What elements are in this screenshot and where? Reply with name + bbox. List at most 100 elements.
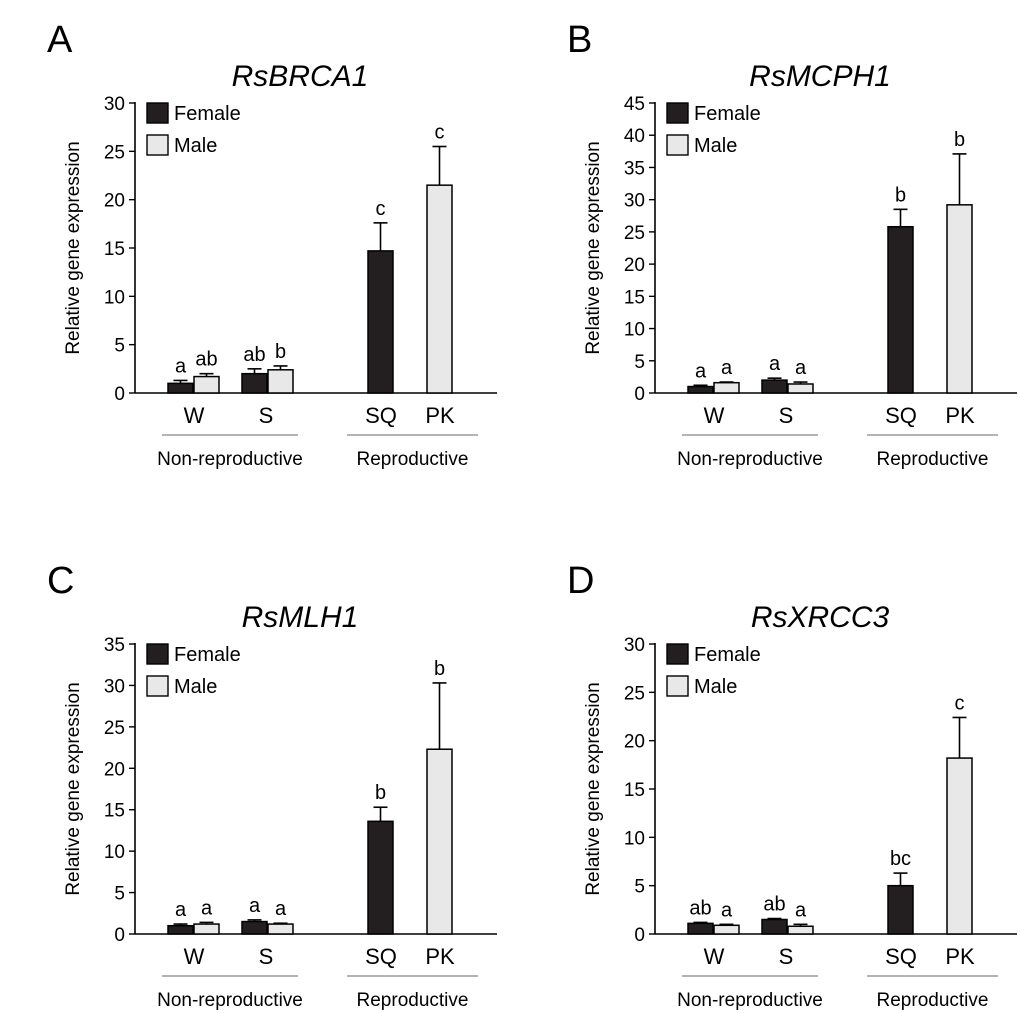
y-tick-label: 5	[114, 884, 125, 905]
y-tick-label: 0	[114, 384, 125, 405]
legend-label-female: Female	[694, 103, 761, 125]
x-tick-label: PK	[425, 944, 455, 969]
bar-male-s	[267, 369, 294, 394]
x-tick-label: S	[259, 403, 274, 428]
y-tick-label: 35	[624, 158, 645, 179]
significance-label: b	[954, 129, 965, 151]
bar-male-s	[787, 925, 814, 935]
legend-swatch-female	[146, 102, 169, 124]
significance-label: ab	[195, 349, 217, 371]
legend-swatch-male	[666, 675, 689, 697]
y-tick-label: 5	[114, 336, 125, 357]
y-tick-label: 20	[624, 732, 645, 753]
bar-male-w	[713, 924, 740, 935]
y-tick-label: 20	[624, 255, 645, 276]
significance-label: c	[955, 692, 965, 714]
group-label: Reproductive	[357, 449, 469, 470]
x-tick-label: S	[259, 944, 274, 969]
y-tick-label: 30	[104, 94, 125, 115]
significance-label: ab	[689, 897, 711, 919]
significance-label: b	[895, 184, 906, 206]
y-tick-label: 40	[624, 126, 645, 147]
y-tick-label: 25	[624, 223, 645, 244]
group-label: Reproductive	[877, 990, 989, 1011]
bar-male-w	[193, 923, 220, 935]
panel-letter: D	[567, 560, 594, 602]
bar-male-s	[787, 383, 814, 394]
legend-label-male: Male	[174, 135, 217, 157]
y-tick-label: 15	[104, 239, 125, 260]
y-axis-label: Relative gene expression	[583, 682, 604, 895]
legend-label-male: Male	[694, 135, 737, 157]
y-tick-label: 10	[624, 320, 645, 341]
legend-label-male: Male	[694, 676, 737, 698]
significance-label: ab	[763, 894, 785, 916]
chart-title: RsMCPH1	[749, 60, 891, 93]
x-tick-label: SQ	[885, 403, 917, 428]
bar-male-w	[713, 381, 740, 394]
bar-female-s	[761, 918, 788, 935]
legend-label-female: Female	[694, 644, 761, 666]
x-tick-label: W	[704, 403, 725, 428]
bar-male-pk	[946, 757, 973, 935]
bar-female-s	[761, 379, 788, 394]
legend-swatch-male	[146, 134, 169, 156]
y-tick-label: 25	[624, 683, 645, 704]
bar-female-sq	[887, 225, 914, 394]
chart-title: RsBRCA1	[232, 60, 369, 93]
bar-male-pk	[946, 204, 973, 394]
bar-male-pk	[426, 748, 453, 935]
x-tick-label: S	[779, 944, 794, 969]
legend-swatch-male	[146, 675, 169, 697]
bar-female-s	[241, 920, 268, 935]
x-tick-label: W	[184, 403, 205, 428]
significance-label: a	[175, 355, 187, 377]
y-tick-label: 10	[624, 828, 645, 849]
panel-letter: B	[567, 19, 592, 61]
y-tick-label: 35	[104, 635, 125, 656]
significance-label: b	[375, 782, 386, 804]
y-tick-label: 25	[104, 142, 125, 163]
significance-label: a	[795, 357, 807, 379]
chart-panel-c: C RsMLH1 Relative gene expression 0 5 10 15 20 2…	[47, 560, 497, 1011]
x-tick-label: S	[779, 403, 794, 428]
y-tick-label: 10	[104, 287, 125, 308]
significance-label: c	[376, 198, 386, 220]
chart-panel-d: D RsXRCC3 Relative gene expression 0 5 10 15 20…	[567, 560, 1017, 1011]
chart-title: RsXRCC3	[751, 601, 890, 634]
bar-female-w	[687, 385, 714, 394]
panel-letter: C	[47, 560, 74, 602]
legend-swatch-female	[666, 643, 689, 665]
y-tick-label: 20	[104, 759, 125, 780]
y-tick-label: 0	[634, 384, 645, 405]
y-tick-label: 30	[624, 191, 645, 212]
significance-label: ab	[243, 344, 265, 366]
significance-label: a	[721, 357, 733, 379]
bar-female-sq	[887, 884, 914, 935]
significance-label: a	[249, 895, 261, 917]
bar-male-pk	[426, 184, 453, 394]
chart-panel-a: A RsBRCA1 Relative gene expression 0 5 10 15 20…	[47, 19, 497, 470]
legend-swatch-female	[146, 643, 169, 665]
group-label: Reproductive	[357, 990, 469, 1011]
significance-label: a	[795, 899, 807, 921]
significance-label: b	[434, 658, 445, 680]
chart-panel-b: B RsMCPH1 Relative gene expression 0 5 10 15 20…	[567, 19, 1017, 470]
y-tick-label: 0	[634, 925, 645, 946]
significance-label: a	[695, 360, 707, 382]
bar-female-w	[687, 922, 714, 935]
x-tick-label: PK	[945, 944, 975, 969]
legend-swatch-female	[666, 102, 689, 124]
x-tick-label: SQ	[365, 403, 397, 428]
legend-label-male: Male	[174, 676, 217, 698]
significance-label: a	[275, 898, 287, 920]
bar-female-w	[167, 382, 194, 394]
y-tick-label: 5	[634, 877, 645, 898]
significance-label: a	[721, 899, 733, 921]
panel-letter: A	[47, 19, 73, 61]
group-label: Non-reproductive	[157, 449, 303, 470]
bar-male-w	[193, 375, 220, 394]
significance-label: bc	[890, 848, 911, 870]
legend-label-female: Female	[174, 644, 241, 666]
